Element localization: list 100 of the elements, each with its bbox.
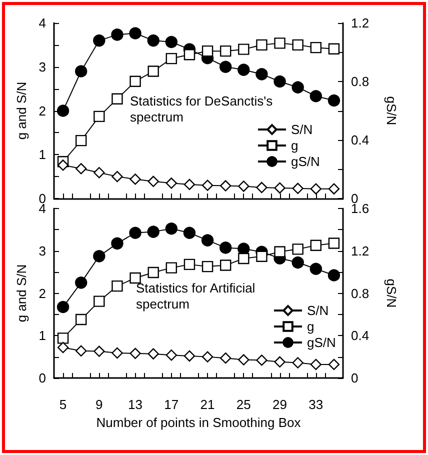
point [238, 64, 250, 76]
point [165, 36, 178, 48]
point [256, 250, 268, 262]
point [220, 180, 232, 192]
point [201, 234, 214, 246]
legend-label: g [307, 319, 314, 334]
annotation: Statistics for DeSanctis's spectrum [130, 94, 276, 124]
point [112, 347, 123, 359]
point [57, 160, 69, 171]
point [238, 354, 250, 366]
point [202, 260, 214, 272]
point [202, 45, 214, 57]
point [274, 38, 286, 49]
point [184, 350, 196, 362]
y-tick-label: 0 [38, 370, 46, 386]
legend-label: gS/N [307, 335, 336, 350]
point [292, 256, 304, 269]
point [111, 28, 124, 41]
y2-tick-label: 0.4 [351, 328, 370, 344]
point [166, 52, 178, 64]
point [147, 226, 160, 238]
point [292, 357, 304, 368]
point [112, 170, 123, 182]
point [111, 237, 124, 250]
point [256, 354, 268, 366]
point [184, 258, 196, 270]
point [183, 226, 196, 239]
point [220, 242, 232, 254]
legend-label: S/N [291, 122, 313, 137]
x-tick-label: 29 [272, 397, 288, 412]
point [310, 262, 322, 275]
point [148, 66, 159, 77]
point [75, 65, 88, 78]
point [57, 332, 69, 344]
point [292, 81, 304, 94]
y2-tick-label: 1.2 [351, 243, 370, 258]
point [184, 48, 196, 60]
y2-tick-label: 0.8 [351, 74, 370, 89]
point [75, 345, 87, 356]
point [75, 314, 87, 326]
point [310, 42, 322, 54]
point [202, 180, 214, 191]
point [328, 269, 340, 282]
point [274, 182, 286, 194]
point [202, 351, 214, 362]
y-axis-title: g and S/N [14, 82, 29, 140]
y-tick-label: 2 [38, 286, 46, 301]
point [220, 260, 232, 271]
point [75, 276, 88, 289]
point [94, 346, 105, 357]
point [112, 280, 123, 292]
legend-label: g [291, 138, 298, 153]
point [166, 262, 178, 274]
point [75, 163, 87, 174]
point [238, 252, 250, 264]
legend-label: gS/N [291, 154, 320, 169]
point [93, 34, 106, 47]
y2-axis-title: gS/N [384, 96, 399, 126]
point [112, 93, 123, 105]
point [130, 76, 141, 87]
x-tick-label: 17 [164, 397, 179, 412]
legend-label: S/N [307, 303, 329, 318]
point [57, 342, 69, 354]
point [238, 180, 250, 192]
annotation: Statistics for Artificial spectrum [136, 280, 259, 312]
point [328, 358, 340, 370]
y-tick-label: 1 [38, 328, 46, 344]
point [129, 27, 142, 40]
y-tick-label: 1 [38, 147, 46, 162]
point [310, 183, 322, 194]
x-tick-label: 25 [236, 397, 251, 412]
point [148, 176, 159, 187]
point [274, 75, 286, 88]
point [256, 68, 268, 80]
point [166, 178, 178, 189]
point [220, 60, 232, 73]
y-tick-label: 3 [38, 243, 46, 258]
y-axis-title: g and S/N [14, 264, 29, 322]
point [165, 222, 178, 235]
point [310, 240, 322, 251]
point [184, 178, 196, 190]
point [56, 104, 70, 117]
x-tick-label: 13 [128, 397, 143, 412]
point [56, 300, 70, 314]
point [238, 44, 250, 55]
point [292, 39, 304, 51]
x-tick-label: 33 [308, 397, 324, 412]
x-tick-label: 5 [59, 397, 67, 412]
point [75, 134, 87, 146]
point [166, 350, 178, 361]
point [256, 182, 268, 194]
y-tick-label: 4 [38, 16, 46, 30]
y2-axis-title: gS/N [384, 278, 399, 308]
y-tick-label: 2 [38, 103, 46, 118]
point [328, 238, 340, 249]
point [130, 348, 141, 360]
point [94, 110, 105, 122]
point [93, 250, 106, 262]
y2-tick-label: 1.2 [351, 16, 370, 30]
x-tick-label: 9 [96, 397, 103, 412]
